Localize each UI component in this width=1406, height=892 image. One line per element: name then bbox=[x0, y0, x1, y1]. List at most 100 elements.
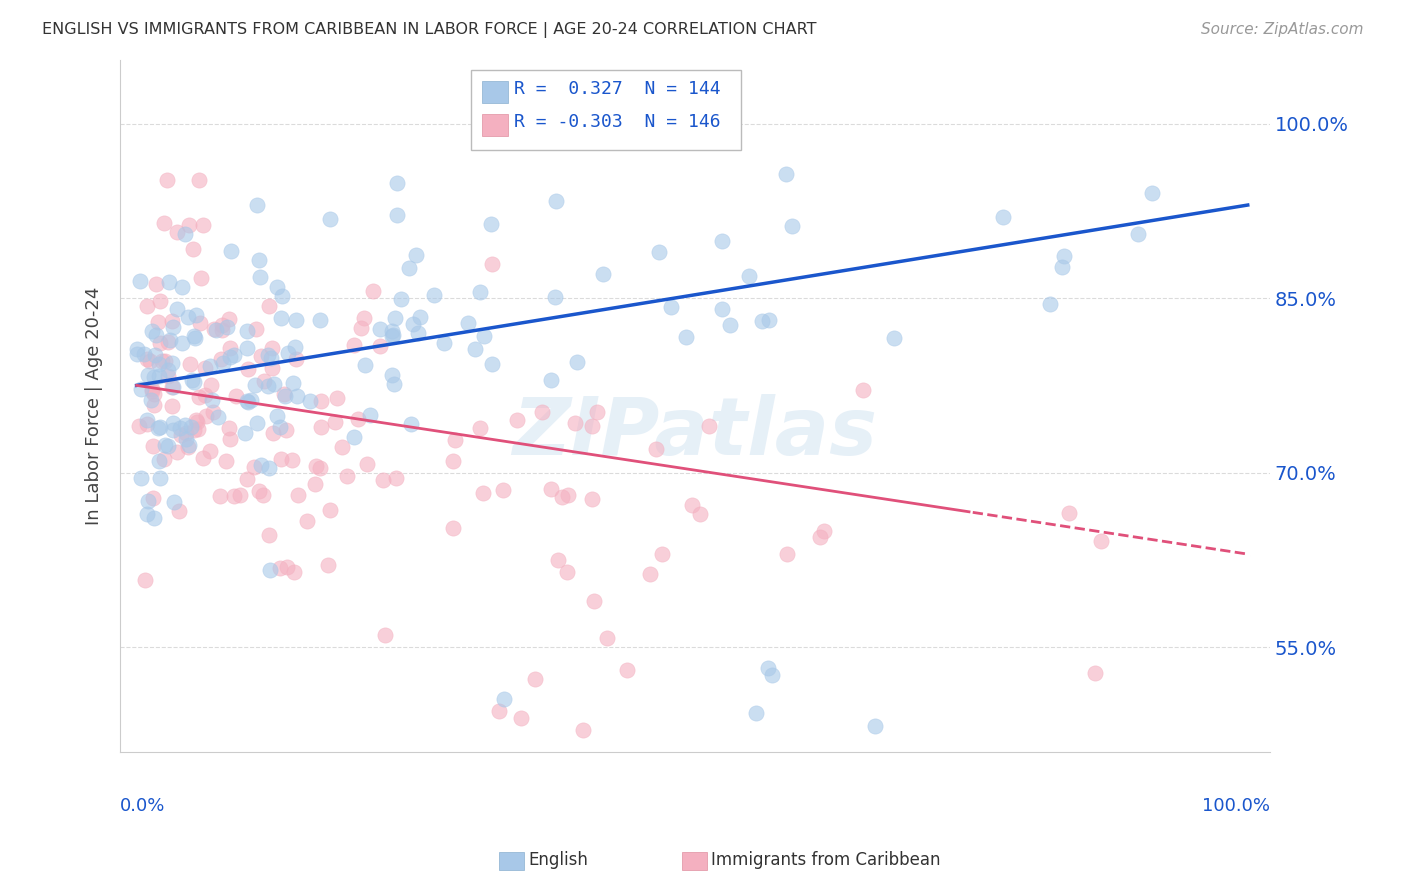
Point bbox=[780, 219, 803, 233]
Point bbox=[373, 473, 395, 487]
Point bbox=[153, 452, 176, 467]
Point bbox=[259, 299, 281, 313]
Point bbox=[381, 327, 404, 342]
Point bbox=[1090, 534, 1112, 549]
Point bbox=[263, 377, 285, 392]
Point bbox=[177, 218, 200, 232]
Point bbox=[209, 351, 232, 366]
Point bbox=[581, 492, 603, 507]
Point bbox=[284, 351, 307, 366]
Point bbox=[252, 488, 274, 502]
Point bbox=[207, 409, 229, 424]
Point bbox=[157, 362, 180, 376]
Point bbox=[143, 511, 166, 525]
Point bbox=[190, 271, 212, 285]
Point bbox=[343, 430, 366, 444]
Point bbox=[219, 244, 242, 258]
Text: English: English bbox=[529, 851, 589, 869]
Point bbox=[246, 416, 269, 430]
Point bbox=[146, 316, 169, 330]
Point bbox=[309, 394, 332, 409]
Point bbox=[177, 440, 200, 454]
Point bbox=[266, 279, 288, 293]
Point bbox=[592, 267, 614, 281]
Point bbox=[250, 349, 273, 363]
Point bbox=[738, 268, 761, 283]
Point bbox=[492, 692, 515, 706]
Point bbox=[433, 336, 456, 351]
Point bbox=[464, 342, 486, 356]
Point bbox=[319, 503, 342, 517]
Point bbox=[423, 288, 446, 302]
Point bbox=[217, 319, 239, 334]
Point bbox=[389, 292, 412, 306]
Point bbox=[149, 420, 172, 434]
Point bbox=[181, 373, 204, 387]
Point bbox=[128, 418, 150, 433]
Point bbox=[699, 418, 721, 433]
Point bbox=[277, 346, 299, 360]
Point bbox=[283, 566, 305, 580]
Point bbox=[381, 324, 404, 338]
Point bbox=[1084, 665, 1107, 680]
Point bbox=[408, 310, 430, 325]
Point bbox=[266, 409, 288, 423]
Point bbox=[145, 328, 167, 343]
Point bbox=[565, 354, 588, 368]
Point bbox=[309, 461, 332, 475]
Point bbox=[148, 357, 170, 371]
Point bbox=[883, 331, 905, 345]
Point bbox=[218, 421, 240, 435]
Point bbox=[756, 661, 779, 675]
Point bbox=[259, 563, 281, 577]
Point bbox=[354, 358, 377, 372]
Point bbox=[159, 275, 181, 289]
Text: Source: ZipAtlas.com: Source: ZipAtlas.com bbox=[1201, 22, 1364, 37]
Point bbox=[214, 454, 236, 468]
Point bbox=[143, 348, 166, 362]
Point bbox=[638, 566, 661, 581]
Point bbox=[236, 393, 259, 408]
Point bbox=[399, 417, 422, 431]
Point bbox=[444, 434, 467, 448]
Point bbox=[145, 277, 167, 292]
Point bbox=[136, 494, 159, 508]
Point bbox=[270, 310, 292, 325]
Point bbox=[170, 280, 193, 294]
Point bbox=[160, 380, 183, 394]
Point bbox=[225, 389, 247, 403]
Point bbox=[326, 391, 349, 405]
Point bbox=[245, 322, 267, 336]
Point bbox=[384, 311, 406, 326]
Point bbox=[236, 341, 259, 355]
Point bbox=[183, 329, 205, 343]
Text: R =  0.327  N = 144: R = 0.327 N = 144 bbox=[515, 80, 721, 98]
Point bbox=[143, 398, 166, 412]
Point bbox=[353, 311, 375, 326]
Point bbox=[1128, 227, 1150, 241]
Point bbox=[751, 314, 773, 328]
Point bbox=[136, 368, 159, 382]
Point bbox=[281, 376, 304, 391]
Point bbox=[186, 415, 208, 429]
Point bbox=[247, 483, 270, 498]
Point bbox=[468, 285, 491, 299]
Point bbox=[775, 167, 797, 181]
Point bbox=[583, 594, 606, 608]
Point bbox=[125, 347, 148, 361]
Point bbox=[472, 328, 495, 343]
Point bbox=[758, 313, 780, 327]
Point bbox=[260, 351, 283, 365]
Point bbox=[359, 408, 381, 422]
Point bbox=[243, 377, 266, 392]
Text: ENGLISH VS IMMIGRANTS FROM CARIBBEAN IN LABOR FORCE | AGE 20-24 CORRELATION CHAR: ENGLISH VS IMMIGRANTS FROM CARIBBEAN IN … bbox=[42, 22, 817, 38]
Point bbox=[661, 301, 683, 315]
Point bbox=[162, 423, 184, 437]
Point bbox=[523, 672, 546, 686]
Point bbox=[142, 386, 165, 401]
Point bbox=[581, 418, 603, 433]
Point bbox=[200, 378, 222, 392]
Y-axis label: In Labor Force | Age 20-24: In Labor Force | Age 20-24 bbox=[86, 286, 103, 525]
Point bbox=[198, 443, 221, 458]
Point bbox=[153, 353, 176, 368]
